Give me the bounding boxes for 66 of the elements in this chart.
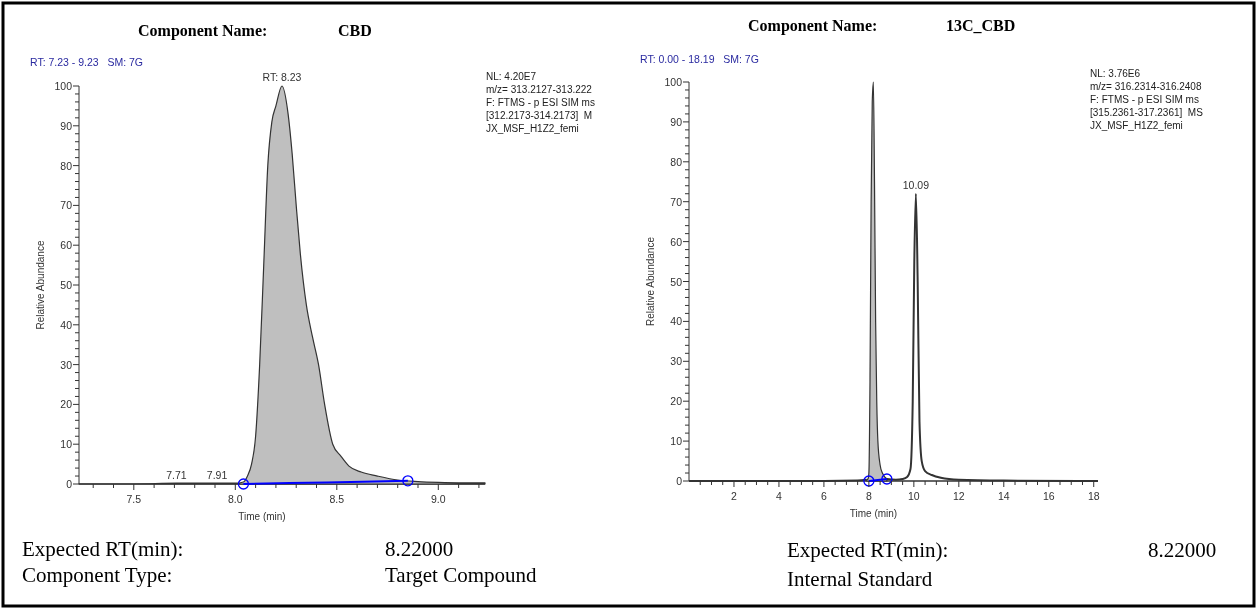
x-axis-title: Time (min) <box>849 508 898 519</box>
text: NL: 4.20E7 <box>486 71 537 82</box>
annotation: JX_MSF_H1Z2_femi <box>1090 120 1183 131</box>
y-tick-label: 20 <box>60 398 73 411</box>
x-tick-label: 8.0 <box>228 493 243 505</box>
y-tick-label: 30 <box>60 358 73 371</box>
y-tick-label: 70 <box>670 195 683 208</box>
annotation: m/z= 316.2314-316.2408 <box>1090 81 1202 92</box>
annotation: 10.09 <box>902 178 930 191</box>
text: 8.22000 <box>1148 538 1217 562</box>
text: [312.2173-314.2173] M <box>486 110 593 121</box>
chart-subtitle: CBD <box>338 22 372 39</box>
y-tick-label: 60 <box>670 235 683 248</box>
y-tick-label: 10 <box>670 435 683 448</box>
y-axis-title: Relative Abundance <box>645 236 656 326</box>
y-tick-label: 100 <box>54 80 73 92</box>
x-tick-label: 18 <box>1087 490 1100 502</box>
annotation: [315.2361-317.2361] MS <box>1090 107 1204 118</box>
y-tick-label: 40 <box>60 318 73 331</box>
y-tick-label: 50 <box>670 275 683 288</box>
chart-title: Component Name: <box>138 22 268 40</box>
y-tick-label: 90 <box>60 119 73 132</box>
annotation: 7.91 <box>206 469 228 481</box>
y-tick-label: 30 <box>670 355 683 368</box>
y-tick-label: 70 <box>60 199 73 212</box>
text: JX_MSF_H1Z2_femi <box>486 123 579 134</box>
y-tick-label: 10 <box>60 438 73 451</box>
x-tick-label: 7.5 <box>126 493 142 505</box>
y-tick-label: 50 <box>60 279 73 291</box>
text: Expected RT(min): <box>787 538 949 562</box>
text: Expected RT(min): <box>22 537 184 561</box>
x-tick-label: 6 <box>820 490 827 502</box>
y-tick-label: 0 <box>66 478 73 490</box>
y-tick-label: 80 <box>670 155 683 168</box>
text: RT: 0.00 - 18.19 SM: 7G <box>640 53 759 65</box>
x-tick-label: 14 <box>997 490 1010 502</box>
text: F: FTMS - p ESI SIM ms <box>486 97 595 108</box>
x-tick-label: 8 <box>865 490 872 502</box>
x-tick-label: 10 <box>908 490 920 502</box>
annotation: 7.71 <box>166 469 187 481</box>
x-tick-label: 2 <box>731 490 738 502</box>
text: Target Compound <box>385 563 538 587</box>
y-axis-title: Relative Abundance <box>35 240 46 330</box>
text: NL: 3.76E6 <box>1090 68 1141 79</box>
x-tick-label: 9.0 <box>431 493 446 505</box>
y-tick-label: 60 <box>60 239 73 252</box>
x-tick-label: 8.5 <box>329 493 345 505</box>
text: Internal Standard <box>787 567 933 591</box>
y-tick-label: 0 <box>676 475 683 487</box>
text: RT: 7.23 - 9.23 SM: 7G <box>30 56 144 68</box>
y-tick-label: 90 <box>670 115 683 128</box>
chart-title: Component Name: <box>748 17 878 35</box>
y-tick-label: 40 <box>670 315 683 328</box>
y-tick-label: 20 <box>670 395 683 408</box>
y-tick-label: 80 <box>60 159 73 172</box>
x-axis-title: Time (min) <box>238 511 286 522</box>
text: m/z= 313.2127-313.222 <box>486 84 593 95</box>
text: 8.22000 <box>385 537 454 561</box>
chart-subtitle: 13C_CBD <box>946 17 1016 34</box>
annotation: RT: 8.23 <box>262 71 302 83</box>
y-tick-label: 100 <box>664 76 683 88</box>
annotation: F: FTMS - p ESI SIM ms <box>1090 94 1199 105</box>
x-tick-label: 4 <box>776 490 783 502</box>
x-tick-label: 16 <box>1042 490 1055 502</box>
text: Component Type: <box>22 563 173 587</box>
x-tick-label: 12 <box>952 490 965 502</box>
